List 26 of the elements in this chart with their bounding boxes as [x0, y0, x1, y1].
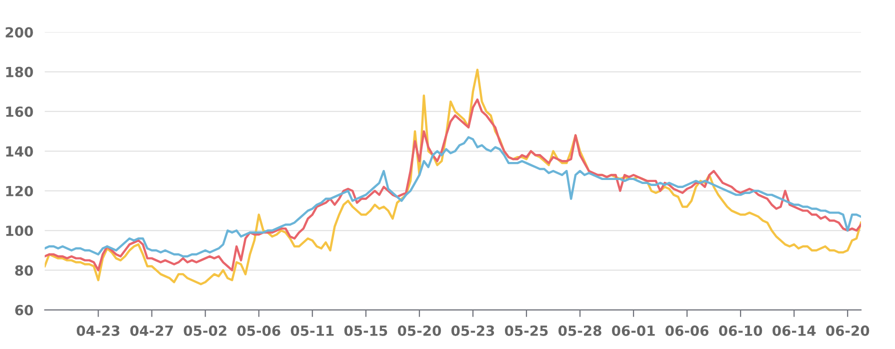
y-tick-label: 160	[6, 106, 33, 117]
x-tick-label: 05-28	[558, 325, 602, 336]
x-tick-label: 04-27	[130, 325, 173, 336]
y-tick-label: 120	[6, 186, 33, 196]
x-tick-label: 06-20	[826, 325, 870, 336]
y-tick-label: 80	[15, 265, 33, 276]
y-tick-label: 100	[6, 226, 33, 236]
x-tick-label: 06-14	[772, 325, 816, 336]
y-tick-label: 140	[6, 146, 33, 157]
line-series	[44, 68, 861, 286]
x-tick-label: 05-02	[184, 325, 226, 336]
x-tick-label: 05-06	[237, 325, 280, 336]
x-tick-label: 04-23	[76, 325, 120, 336]
line-series	[44, 98, 861, 272]
y-tick-label: 60	[15, 304, 33, 316]
x-tick-label: 05-15	[344, 325, 388, 336]
x-tick-label: 05-23	[451, 325, 494, 336]
x-tick-label: 06-01	[612, 325, 655, 336]
line-series	[44, 136, 861, 258]
x-tick-label: 05-20	[398, 325, 441, 336]
x-tick-label: 06-06	[665, 325, 708, 336]
y-tick-label: 180	[6, 66, 33, 78]
y-tick-label: 200	[6, 27, 33, 38]
x-tick-label: 05-11	[290, 325, 334, 336]
x-tick-label: 06-10	[719, 325, 762, 336]
x-tick-label: 05-25	[504, 325, 548, 336]
